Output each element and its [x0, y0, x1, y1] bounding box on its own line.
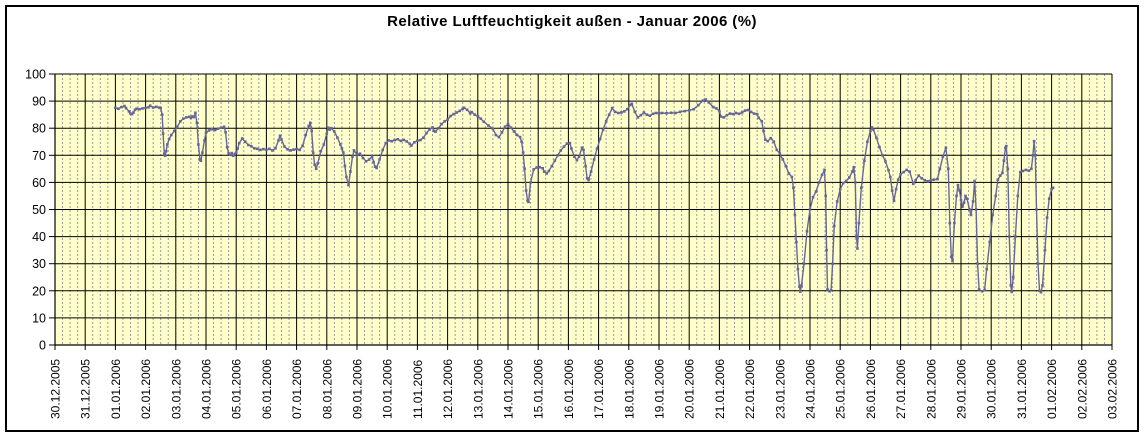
x-tick-label: 21.01.2006 — [713, 359, 727, 419]
y-tick-label: 40 — [32, 230, 46, 244]
chart-title: Relative Luftfeuchtigkeit außen - Januar… — [387, 13, 757, 30]
x-tick-label: 25.01.2006 — [834, 359, 848, 419]
x-tick-label: 16.01.2006 — [562, 359, 576, 419]
y-tick-labels: 0 10 20 30 40 50 60 70 80 90 100 — [25, 68, 46, 353]
x-tick-label: 24.01.2006 — [804, 359, 818, 419]
y-tick-label: 90 — [32, 95, 46, 109]
minor-gridlines — [62, 74, 1105, 345]
x-tick-label: 18.01.2006 — [622, 359, 636, 419]
x-tick-label: 02.01.2006 — [139, 359, 153, 419]
x-tick-label: 22.01.2006 — [743, 359, 757, 419]
y-tick-label: 10 — [32, 311, 46, 325]
y-tick-label: 20 — [32, 284, 46, 298]
x-tick-label: 01.01.2006 — [109, 359, 123, 419]
x-tick-label: 15.01.2006 — [532, 359, 546, 419]
humidity-series — [114, 98, 1055, 294]
x-tick-label: 08.01.2006 — [320, 359, 334, 419]
y-tick-label: 80 — [32, 122, 46, 136]
x-tick-label: 10.01.2006 — [381, 359, 395, 419]
y-tick-label: 30 — [32, 257, 46, 271]
x-tick-label: 31.01.2006 — [1015, 359, 1029, 419]
y-tick-label: 0 — [39, 339, 46, 353]
x-tick-label: 09.01.2006 — [351, 359, 365, 419]
x-tick-label: 19.01.2006 — [653, 359, 667, 419]
x-tick-label: 23.01.2006 — [773, 359, 787, 419]
x-tick-label: 06.01.2006 — [260, 359, 274, 419]
x-tick-labels: 30.12.2005 31.12.2005 01.01.2006 02.01.2006… — [49, 359, 1120, 419]
x-tick-label: 05.01.2006 — [230, 359, 244, 419]
x-tick-label: 30.12.2005 — [49, 359, 63, 419]
x-tick-label: 03.01.2006 — [169, 359, 183, 419]
x-tick-label: 31.12.2005 — [79, 359, 93, 419]
x-tick-label: 03.02.2006 — [1106, 359, 1120, 419]
x-tick-label: 11.01.2006 — [411, 360, 425, 419]
x-tick-label: 07.01.2006 — [290, 359, 304, 419]
series-markers — [114, 98, 1055, 294]
y-tick-label: 70 — [32, 149, 46, 163]
x-tick-label: 27.01.2006 — [894, 359, 908, 419]
x-tick-label: 26.01.2006 — [864, 359, 878, 419]
x-tick-label: 30.01.2006 — [985, 359, 999, 419]
x-tick-label: 20.01.2006 — [683, 359, 697, 419]
x-tick-label: 28.01.2006 — [924, 359, 938, 419]
x-tick-label: 04.01.2006 — [200, 359, 214, 419]
x-tick-label: 12.01.2006 — [441, 359, 455, 419]
x-tick-label: 01.02.2006 — [1045, 359, 1059, 419]
y-tick-label: 60 — [32, 176, 46, 190]
x-tick-label: 13.01.2006 — [471, 359, 485, 419]
y-tick-label: 50 — [32, 203, 46, 217]
x-tick-label: 29.01.2006 — [955, 359, 969, 419]
x-tick-label: 02.02.2006 — [1075, 359, 1089, 419]
x-tick-label: 14.01.2006 — [502, 359, 516, 419]
x-tick-label: 17.01.2006 — [592, 359, 606, 419]
y-tick-label: 100 — [25, 68, 46, 82]
axes — [49, 73, 1113, 350]
